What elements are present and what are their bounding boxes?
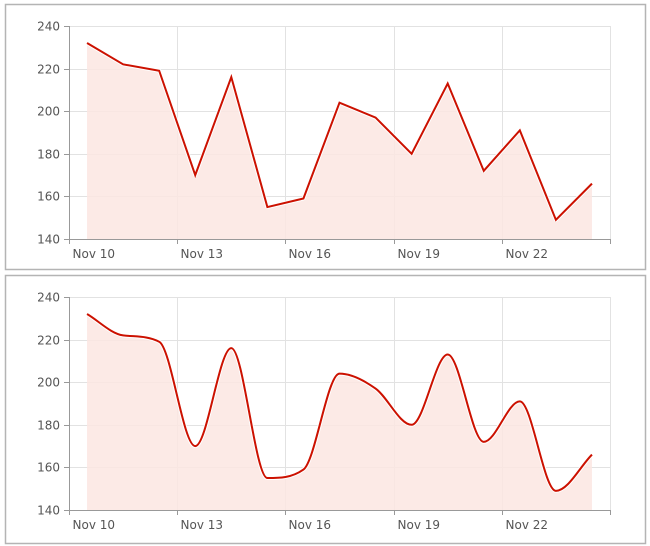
y-tick-label: 220 [37,334,60,348]
x-tick-label: Nov 19 [398,518,441,532]
y-tick-label: 240 [37,20,60,34]
y-tick-label: 140 [37,233,60,247]
y-tick-label: 200 [37,105,60,119]
y-tick-label: 240 [37,291,60,305]
x-tick-label: Nov 10 [73,247,116,261]
series-area [87,314,592,510]
x-tick-label: Nov 16 [289,518,332,532]
y-tick-label: 140 [37,504,60,518]
x-tick-label: Nov 22 [506,247,549,261]
series-area [87,43,592,239]
x-tick-label: Nov 13 [181,247,224,261]
x-tick-label: Nov 16 [289,247,332,261]
x-tick-label: Nov 10 [73,518,116,532]
y-tick-label: 220 [37,63,60,77]
chart-2: 140 160 180 200 220 240 Nov 10 Nov 13 Nov 16 Nov … [4,274,647,545]
y-tick-label: 200 [37,376,60,390]
y-tick-label: 160 [37,461,60,475]
y-tick-label: 180 [37,419,60,433]
x-tick-label: Nov 13 [181,518,224,532]
series-line [86,313,593,492]
x-tick-label: Nov 22 [506,518,549,532]
y-tick-label: 180 [37,148,60,162]
x-tick-label: Nov 19 [398,247,441,261]
chart-1: 140 160 180 200 220 240 Nov 10 Nov 13 Nov 16 Nov … [4,3,647,271]
y-tick-label: 160 [37,190,60,204]
